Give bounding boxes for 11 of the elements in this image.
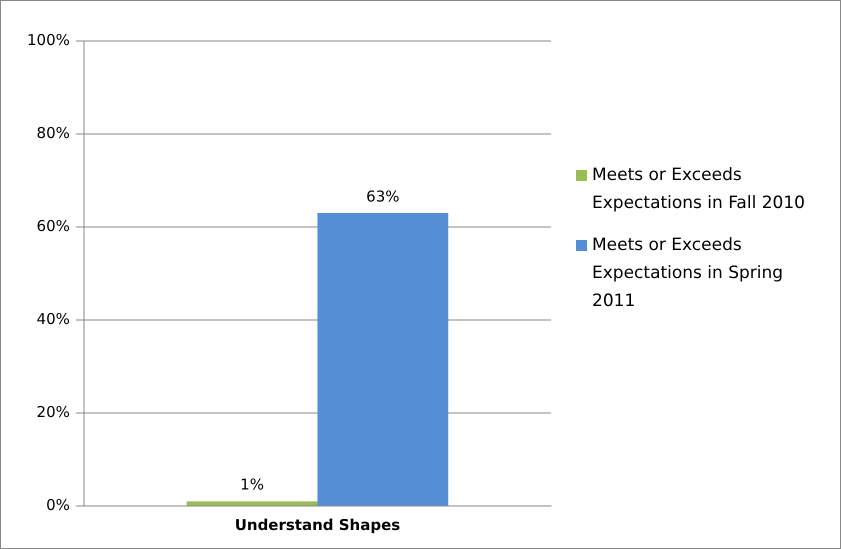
y-tick-label: 60% (36, 216, 70, 235)
text: 63% (366, 187, 400, 206)
y-tick-label: 0% (46, 496, 70, 514)
text: 1% (240, 476, 264, 494)
legend-label: Meets or Exceeds Expectations in Fall 2010 (592, 164, 806, 215)
y-tick-label: 40% (36, 310, 70, 328)
y-tick-label: 20% (36, 402, 70, 421)
legend-label: Meets or Exceeds Expectations in Spring 2011 (592, 234, 784, 313)
y-tick-label: 100% (26, 30, 70, 49)
x-tick-label: Understand Shapes (234, 516, 400, 534)
y-tick-label: 80% (36, 124, 70, 142)
